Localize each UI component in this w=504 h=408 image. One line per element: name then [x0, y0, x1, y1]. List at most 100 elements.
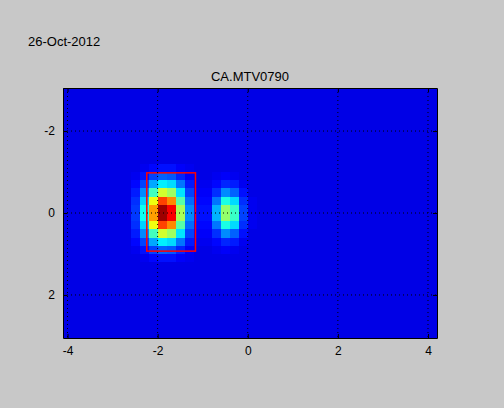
heatmap-cell	[167, 205, 177, 214]
heatmap-cell	[212, 229, 222, 238]
heatmap-cell	[149, 188, 159, 197]
heatmap-cell	[158, 197, 168, 206]
heatmap-cell	[221, 197, 231, 206]
heatmap-cell	[167, 197, 177, 206]
heatmap-cell	[140, 221, 150, 230]
heatmap-cell	[230, 197, 240, 206]
heatmap-cell	[239, 188, 249, 197]
heatmap-cell	[158, 188, 168, 197]
heatmap-cell	[257, 172, 437, 181]
heatmap-cell	[230, 88, 240, 164]
background	[0, 0, 504, 408]
tick-mark	[63, 295, 67, 296]
heatmap-cell	[140, 180, 150, 189]
heatmap-cell	[131, 221, 141, 230]
heatmap-cell	[63, 246, 131, 255]
heatmap-cell	[248, 246, 258, 255]
heatmap-cell	[176, 180, 186, 189]
heatmap-cell	[212, 221, 222, 230]
heatmap-cell	[149, 229, 159, 238]
heatmap-cell	[239, 246, 249, 255]
heatmap-cell	[140, 197, 150, 206]
heatmap-cell	[203, 188, 213, 197]
heatmap-cell	[185, 180, 195, 189]
heatmap-cell	[203, 213, 213, 222]
heatmap-cell	[185, 229, 195, 238]
heatmap-cell	[194, 88, 204, 164]
heatmap-cell	[149, 180, 159, 189]
heatmap-cell	[158, 180, 168, 189]
heatmap-cell	[149, 221, 159, 230]
tick	[433, 131, 437, 132]
y-axis: -202	[44, 89, 67, 339]
heatmap-cell	[230, 188, 240, 197]
heatmap-cell	[212, 164, 222, 173]
heatmap-cell	[149, 246, 159, 255]
tick-mark	[433, 131, 437, 132]
heatmap-cell	[185, 213, 195, 222]
heatmap-cell	[212, 172, 222, 181]
heatmap-cell	[149, 254, 159, 263]
heatmap-cell	[203, 172, 213, 181]
plot-area	[63, 88, 437, 338]
heatmap-cell	[176, 254, 186, 263]
tick-label: 2	[335, 344, 342, 358]
heatmap-cell	[239, 238, 249, 247]
heatmap-cell	[257, 164, 437, 173]
heatmap-cell	[194, 254, 204, 263]
heatmap-cell	[167, 262, 177, 338]
heatmap-cell	[176, 188, 186, 197]
heatmap-cell	[257, 238, 437, 247]
heatmap-cell	[185, 254, 195, 263]
heatmap-cell	[194, 262, 204, 338]
heatmap-cell	[63, 188, 131, 197]
heatmap-cell	[176, 246, 186, 255]
heatmap-cell	[176, 229, 186, 238]
heatmap-cell	[248, 88, 258, 164]
date-label: 26-Oct-2012	[28, 34, 100, 49]
heatmap-cell	[221, 180, 231, 189]
heatmap-cell	[257, 188, 437, 197]
heatmap-cell	[176, 205, 186, 214]
heatmap-cell	[131, 197, 141, 206]
tick: 0	[48, 206, 67, 220]
heatmap-cell	[185, 188, 195, 197]
heatmap-cell	[203, 229, 213, 238]
heatmap-cell	[221, 172, 231, 181]
heatmap-cell	[230, 254, 240, 263]
tick	[428, 88, 429, 92]
heatmap-cell	[185, 238, 195, 247]
heatmap-cell	[257, 205, 437, 214]
heatmap-cell	[248, 213, 258, 222]
tick-label: 2	[48, 288, 55, 302]
heatmap-cell	[149, 238, 159, 247]
heatmap-cell	[203, 254, 213, 263]
heatmap-cell	[185, 246, 195, 255]
heatmap-cell	[131, 88, 141, 164]
heatmap-cell	[212, 197, 222, 206]
heatmap-cell	[203, 221, 213, 230]
heatmap-cell	[131, 262, 141, 338]
tick-mark	[338, 88, 339, 92]
heatmap-cell	[131, 172, 141, 181]
heatmap-cell	[63, 172, 131, 181]
heatmap-cell	[140, 164, 150, 173]
tick-label: 4	[425, 344, 432, 358]
heatmap-cell	[167, 221, 177, 230]
heatmap-cell	[248, 188, 258, 197]
heatmap-cell	[63, 205, 131, 214]
heatmap-cell	[230, 238, 240, 247]
heatmap-cell	[63, 213, 131, 222]
tick-mark	[63, 131, 67, 132]
heatmap-cell	[140, 229, 150, 238]
heatmap-cell	[203, 164, 213, 173]
grid-line	[63, 131, 437, 132]
tick: 0	[245, 334, 252, 358]
heatmap-cell	[248, 197, 258, 206]
heatmap-cell	[158, 88, 168, 164]
heatmap-cell	[221, 262, 231, 338]
tick	[248, 88, 249, 92]
heatmap-cell	[221, 205, 231, 214]
heatmap-cell	[167, 88, 177, 164]
tick-label: -2	[153, 344, 164, 358]
